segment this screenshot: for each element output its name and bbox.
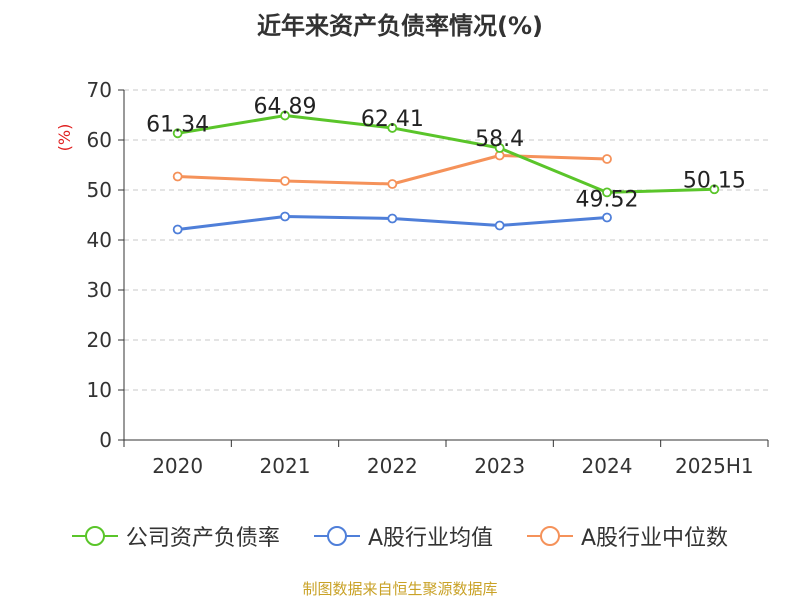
data-label: 64.89 [254,95,317,120]
data-label: 61.34 [146,112,209,137]
data-point [387,179,398,189]
x-tick-label: 2020 [152,454,203,478]
data-labels: 61.34 64.89 62.41 58.4 49.52 50.15 [146,95,746,213]
data-point [172,224,183,235]
legend-label: A股行业中位数 [581,526,729,551]
x-tick-label: 2023 [474,454,525,478]
data-point [387,213,398,224]
data-point [280,211,290,222]
x-tick-label: 2024 [582,454,633,478]
x-tick-label: 2025H1 [675,454,754,478]
legend-line-circle-icon [527,526,573,546]
y-tick-label: 40 [87,228,112,252]
data-label: 58.4 [475,127,524,152]
legend-label: A股行业均值 [367,526,493,551]
legend-marker [84,526,105,546]
axes: 0 10 20 30 40 50 60 70 (%) 2020 2021 2022 2023 2024 20… [55,78,769,478]
data-point [494,143,505,153]
x-tick-label: 2021 [260,454,311,478]
data-point [602,154,612,164]
legend-item[interactable]: A股行业均值 [313,520,493,552]
legend-marker [540,526,560,546]
data-point [387,123,398,133]
data-point [709,184,720,195]
legend-marker [326,526,347,546]
data-point [280,110,290,121]
legend-item[interactable]: A股行业中位数 [527,520,728,552]
data-point [172,171,183,182]
legend-line-circle-icon [313,526,360,546]
y-tick-label: 50 [87,178,112,202]
chart-title: 近年来资产负债率情况(%) [257,12,543,40]
data-point [602,212,612,223]
data-label: 49.52 [576,187,639,212]
y-tick-label: 0 [99,428,112,452]
legend-label: 公司资产负债率 [125,526,280,551]
data-label: 62.41 [361,107,424,132]
series-lines [172,110,720,235]
y-tick-label: 30 [87,278,112,302]
data-label: 50.15 [683,168,746,193]
data-point [280,176,290,186]
y-axis-label: (%) [55,124,74,152]
data-point [602,187,612,198]
y-tick-label: 10 [87,378,112,402]
y-tick-label: 20 [87,328,112,352]
x-tick-label: 2022 [367,454,418,478]
grid-lines [124,89,768,391]
legend-item[interactable]: 公司资产负债率 [71,520,280,552]
series-line [177,114,715,194]
data-point [494,220,505,231]
data-point [172,128,183,139]
y-tick-label: 70 [87,78,112,102]
legend-line-circle-icon [71,526,118,546]
source-note: 制图数据来自恒生聚源数据库 [302,580,498,598]
legend: 公司资产负债率 A股行业均值 A股行业中位数 [0,520,800,552]
y-tick-label: 60 [87,128,112,152]
